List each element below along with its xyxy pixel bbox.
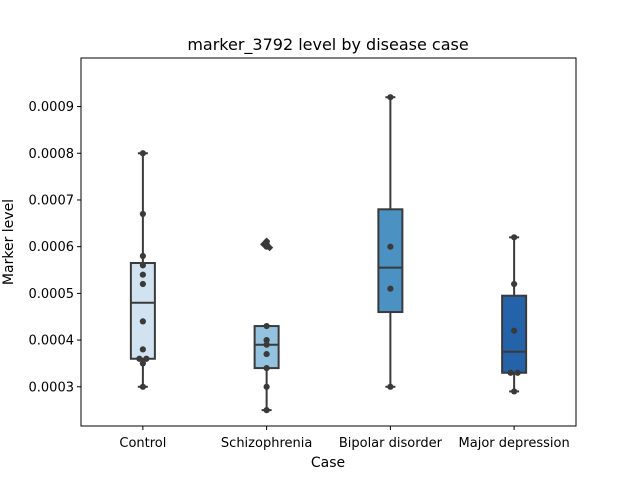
data-point — [514, 369, 521, 376]
data-point — [263, 341, 270, 348]
data-point — [387, 94, 394, 101]
data-point — [139, 252, 146, 260]
data-point — [136, 355, 143, 362]
y-tick-label: 0.0003 — [29, 380, 75, 395]
x-axis-ticks: Control Schizophrenia Bipolar disorder Majo… — [119, 426, 570, 451]
x-tick-label: Bipolar disorder — [339, 436, 443, 451]
y-tick-label: 0.0006 — [29, 240, 75, 255]
y-tick-label: 0.0009 — [29, 100, 75, 115]
data-point — [511, 388, 518, 395]
box — [377, 208, 404, 314]
data-point — [143, 355, 150, 362]
data-point — [139, 210, 146, 218]
box-group-2 — [377, 96, 404, 388]
x-tick-label: Control — [119, 436, 166, 451]
y-tick-label: 0.0008 — [29, 147, 75, 162]
y-tick-label: 0.0004 — [29, 334, 75, 349]
data-point — [263, 383, 270, 390]
box — [129, 262, 156, 360]
y-tick-label: 0.0007 — [29, 193, 75, 208]
x-axis-label: Case — [311, 455, 345, 471]
data-point — [139, 360, 146, 367]
data-point — [263, 322, 270, 330]
data-point — [511, 327, 518, 334]
data-point — [387, 243, 394, 250]
data-point — [511, 280, 518, 288]
box-group-0 — [129, 152, 156, 388]
plot-area — [129, 94, 528, 414]
y-tick-label: 0.0005 — [29, 287, 75, 302]
data-point — [511, 234, 518, 241]
data-point — [263, 243, 270, 250]
y-axis-ticks: 0.0003 0.0004 0.0005 0.0006 0.0007 0.0008 0.00… — [29, 100, 81, 395]
data-point — [139, 262, 146, 269]
data-point — [139, 271, 146, 278]
data-point — [507, 369, 514, 376]
x-tick-label: Major depression — [459, 436, 570, 451]
data-point — [263, 364, 270, 372]
data-point — [139, 150, 146, 157]
data-point — [263, 350, 270, 358]
box-group-3 — [501, 236, 528, 393]
chart-title: marker_3792 level by disease case — [187, 35, 468, 55]
data-point — [263, 407, 270, 414]
data-point — [139, 383, 146, 390]
data-point — [263, 336, 270, 344]
data-point — [139, 280, 146, 288]
data-point — [139, 318, 146, 325]
data-point — [139, 346, 146, 353]
plot-frame — [80, 57, 577, 427]
data-point — [387, 285, 394, 292]
data-point — [387, 383, 394, 390]
box — [501, 294, 528, 374]
x-tick-label: Schizophrenia — [221, 436, 312, 451]
y-axis-label: Marker level — [1, 199, 17, 285]
